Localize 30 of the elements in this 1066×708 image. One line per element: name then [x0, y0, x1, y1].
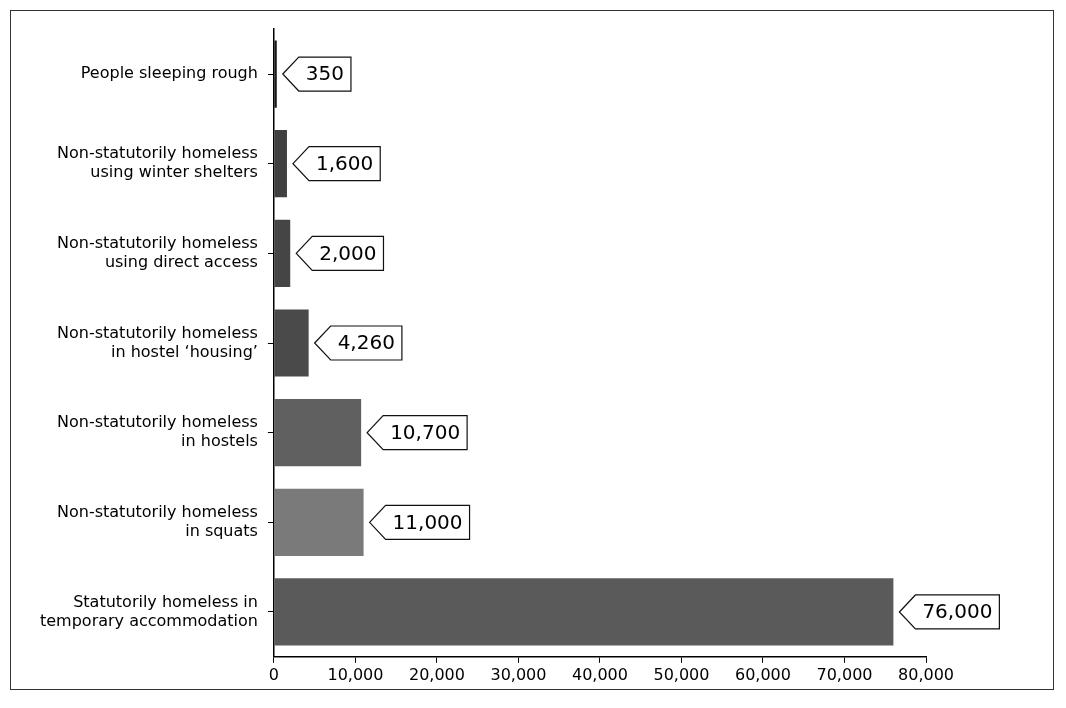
- bar: [274, 219, 291, 287]
- data-label: 76,000: [922, 599, 993, 624]
- data-label: 11,000: [392, 509, 463, 534]
- y-tick-label: People sleeping rough: [80, 63, 258, 83]
- x-tick-label: 0: [268, 664, 280, 684]
- data-label: 350: [305, 61, 344, 86]
- x-tick-label: 10,000: [327, 664, 384, 684]
- bar: [274, 399, 362, 467]
- x-tick-label: 20,000: [408, 664, 465, 684]
- x-tick-label: 40,000: [571, 664, 628, 684]
- y-tick-label: Statutorily homeless in temporary accommodation: [40, 591, 258, 630]
- x-tick-label: 70,000: [816, 664, 873, 684]
- data-label: 1,600: [315, 150, 374, 175]
- data-label: 2,000: [319, 240, 377, 265]
- data-label: 10,700: [390, 419, 461, 444]
- x-tick-label: 60,000: [734, 664, 791, 684]
- bar: [274, 130, 287, 198]
- y-tick-label: Non-statutorily homeless in hostels: [57, 412, 258, 451]
- bar: [274, 40, 277, 108]
- x-tick-label: 50,000: [653, 664, 710, 684]
- y-tick-label: Non-statutorily homeless in squats: [57, 501, 258, 541]
- y-tick-label: Non-statutorily homeless in hostel ‘housing’: [57, 322, 258, 361]
- bar: [274, 578, 894, 646]
- data-label: 4,260: [337, 330, 395, 355]
- y-tick-label: Non-statutorily homeless using direct access: [57, 232, 258, 272]
- x-tick-label: 80,000: [898, 664, 954, 684]
- x-tick-label: 30,000: [490, 664, 547, 684]
- bar: [274, 488, 364, 556]
- bar: [274, 309, 309, 377]
- y-tick-label: Non-statutorily homeless using winter shelters: [57, 143, 258, 182]
